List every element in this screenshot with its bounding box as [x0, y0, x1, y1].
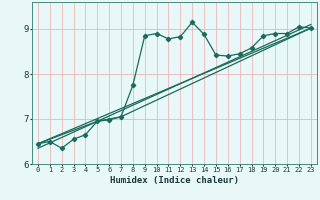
- X-axis label: Humidex (Indice chaleur): Humidex (Indice chaleur): [110, 176, 239, 185]
